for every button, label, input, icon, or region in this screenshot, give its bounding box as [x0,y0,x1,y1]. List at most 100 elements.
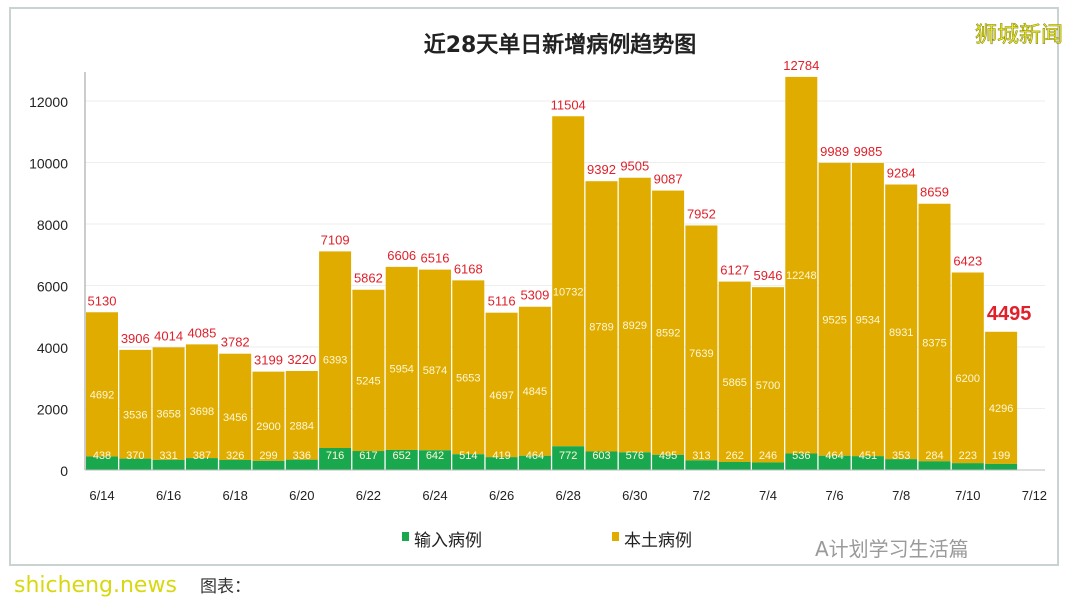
bar-imported [219,459,252,470]
bar-local [618,177,651,453]
local-value-label: 4692 [90,389,114,401]
bar-imported [752,462,784,470]
local-value-label: 5954 [389,363,413,375]
legend-label: 本土病例 [624,531,692,551]
total-value-label: 5130 [88,293,117,308]
bar-imported [885,459,918,470]
total-value-label: 5116 [488,294,516,309]
imported-value-label: 284 [925,450,943,462]
bar-local [252,371,285,461]
x-tick-label: 6/20 [289,488,314,503]
bar-local [552,116,585,447]
bar-local [452,280,485,455]
imported-value-label: 299 [259,450,277,462]
bar-imported [185,458,218,470]
total-value-label: 3220 [287,352,316,367]
total-value-label: 6516 [421,251,450,266]
total-value-label: 4014 [154,328,183,343]
bar-local [951,272,984,464]
y-tick-label: 4000 [37,340,68,356]
total-value-label: 3199 [254,353,283,368]
local-value-label: 5653 [456,372,480,384]
local-value-label: 6200 [956,373,980,385]
imported-value-label: 652 [393,450,411,462]
imported-value-label: 387 [193,450,211,462]
imported-value-label: 464 [825,450,843,462]
local-value-label: 5245 [356,375,380,387]
imported-value-label: 576 [626,450,644,462]
bar-imported [285,459,318,470]
total-value-label: 9087 [654,172,683,187]
bar-imported [518,455,551,470]
imported-value-label: 419 [492,450,510,462]
total-value-label: 4085 [187,325,216,340]
bar-local [918,203,951,462]
local-value-label: 6393 [323,355,347,367]
total-value-label: 9284 [887,166,916,181]
local-value-label: 8592 [656,328,680,340]
caption: 图表： [200,577,251,597]
total-value-label: 9392 [587,162,616,177]
bar-local [285,370,318,460]
bar-local [185,344,218,459]
bar-imported [585,451,618,470]
bar-imported [86,456,118,470]
bar-local [685,225,718,461]
y-tick-label: 0 [60,463,68,479]
bar-imported [851,456,884,470]
x-tick-label: 7/4 [759,488,777,503]
local-value-label: 2884 [290,420,314,432]
bar-imported [485,457,518,470]
local-value-label: 4296 [989,403,1013,415]
x-tick-label: 7/10 [955,488,980,503]
bar-imported [152,459,185,470]
imported-value-label: 199 [992,450,1010,462]
local-value-label: 8375 [922,338,946,350]
imported-value-label: 438 [93,450,111,462]
bar-local [419,269,451,451]
x-tick-label: 6/16 [156,488,181,503]
bar-imported [685,460,718,470]
local-value-label: 5874 [423,365,447,377]
bar-local [152,347,185,460]
bar-imported [119,458,152,470]
imported-value-label: 370 [126,450,144,462]
bar-imported [385,449,418,470]
bar-local [585,181,618,452]
x-tick-label: 7/12 [1022,488,1047,503]
local-value-label: 4697 [489,390,513,402]
local-value-label: 8929 [623,320,647,332]
local-value-label: 5700 [756,380,780,392]
total-value-label: 7952 [687,206,716,221]
watermark-top-right: 狮城新闻 [975,23,1063,48]
bar-imported [252,460,285,470]
x-tick-label: 6/22 [356,488,381,503]
bar-imported [718,461,751,470]
x-tick-label: 7/8 [892,488,910,503]
imported-value-label: 514 [459,450,477,462]
x-tick-label: 6/14 [89,488,114,503]
local-value-label: 3698 [190,406,214,418]
imported-value-label: 603 [592,450,610,462]
y-tick-label: 12000 [29,94,68,110]
local-value-label: 3456 [223,412,247,424]
bar-imported [918,461,951,470]
bar-imported [652,454,685,470]
bar-local [985,331,1018,464]
imported-value-label: 246 [759,450,777,462]
local-value-label: 5865 [722,377,746,389]
watermark-bottom-left: shicheng.news [14,573,177,598]
imported-value-label: 536 [792,450,810,462]
bar-local [485,312,518,458]
bar-local [86,312,118,457]
total-value-label: 6423 [953,253,982,268]
x-tick-label: 7/2 [692,488,710,503]
legend-label: 输入病例 [414,531,482,551]
local-value-label: 12248 [786,270,817,282]
bar-local [851,162,884,457]
bar-imported [818,455,851,470]
imported-value-label: 464 [526,450,544,462]
total-value-label: 9505 [620,159,649,174]
imported-value-label: 223 [959,450,977,462]
